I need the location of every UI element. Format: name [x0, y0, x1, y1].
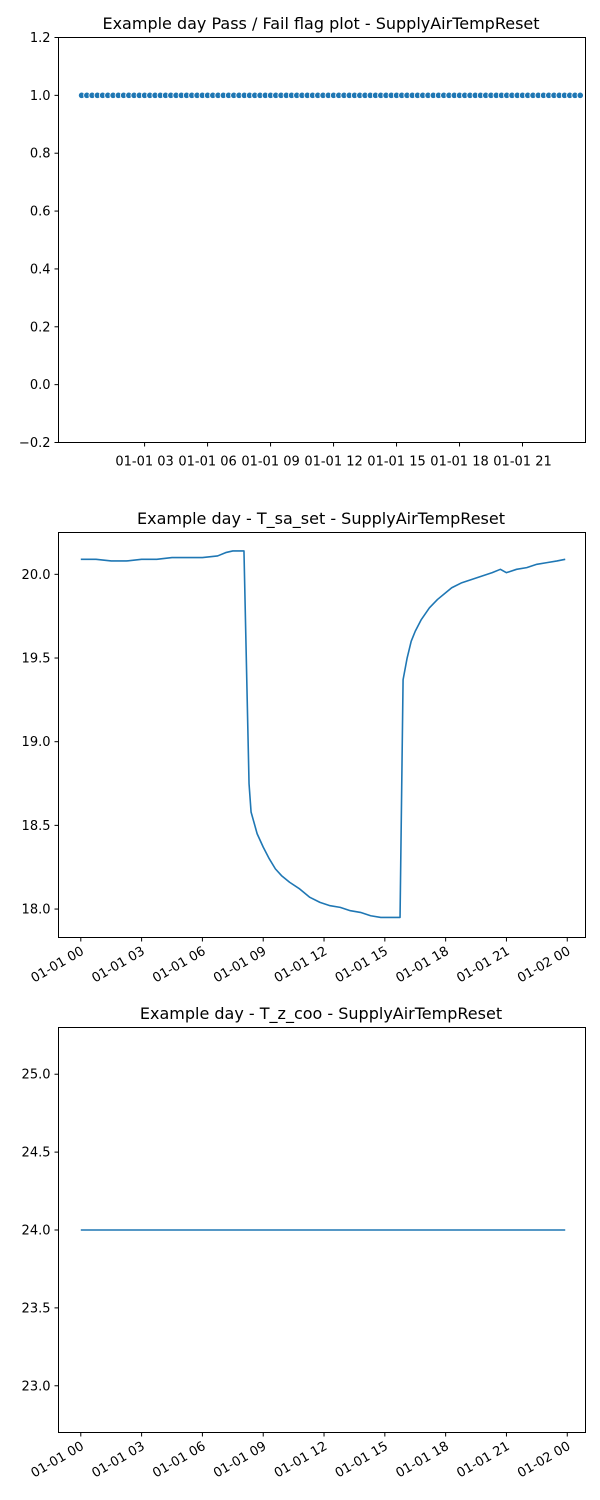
y-tick-label: 18.0 [22, 903, 51, 918]
x-tick-label: 01-01 00 [29, 944, 87, 986]
y-tick-label: 24.0 [22, 1224, 51, 1239]
x-tick-label: 01-01 03 [115, 455, 173, 470]
y-tick-label: 19.5 [22, 652, 51, 667]
x-tick-label: 01-01 15 [333, 944, 391, 986]
y-tick-label: 0.2 [30, 320, 51, 335]
chart-pass-fail: Example day Pass / Fail flag plot - Supp… [19, 14, 586, 470]
y-tick-label: 23.5 [22, 1301, 51, 1316]
x-tick-label: 01-01 15 [333, 1439, 391, 1481]
x-tick-label: 01-01 09 [241, 455, 299, 470]
x-tick-label: 01-01 21 [454, 1439, 512, 1481]
y-tick-label: 18.5 [22, 819, 51, 834]
chart-title: Example day - T_z_coo - SupplyAirTempRes… [140, 1004, 502, 1024]
x-tick-label: 01-01 21 [454, 944, 512, 986]
x-tick-label: 01-01 09 [211, 1439, 269, 1481]
x-tick-label: 01-01 18 [430, 455, 488, 470]
x-tick-label: 01-01 09 [211, 944, 269, 986]
chart-title: Example day - T_sa_set - SupplyAirTempRe… [137, 509, 505, 529]
chart-t-z-coo: Example day - T_z_coo - SupplyAirTempRes… [22, 1004, 586, 1481]
y-tick-label: 19.0 [22, 735, 51, 750]
x-tick-label: 01-01 18 [394, 1439, 452, 1481]
x-tick-label: 01-01 21 [493, 455, 551, 470]
x-tick-label: 01-01 12 [272, 944, 330, 986]
y-tick-label: 0.4 [30, 262, 51, 277]
axes-frame [58, 37, 586, 443]
series-line [80, 550, 566, 919]
chart-title: Example day Pass / Fail flag plot - Supp… [102, 14, 539, 33]
x-tick-label: 01-02 00 [515, 1439, 573, 1481]
y-tick-label: 23.0 [22, 1379, 51, 1394]
x-tick-label: 01-01 06 [150, 944, 208, 986]
data-point [576, 91, 584, 99]
y-tick-label: 0.0 [30, 378, 51, 393]
x-tick-label: 01-01 00 [29, 1439, 87, 1481]
x-tick-label: 01-01 18 [394, 944, 452, 986]
x-tick-label: 01-01 03 [89, 944, 147, 986]
y-tick-label: 0.8 [30, 147, 51, 162]
y-tick-label: 25.0 [22, 1068, 51, 1083]
x-tick-label: 01-01 12 [272, 1439, 330, 1481]
y-tick-label: −0.2 [19, 436, 51, 451]
x-tick-label: 01-01 15 [367, 455, 425, 470]
y-tick-label: 20.0 [22, 568, 51, 583]
y-tick-label: 1.0 [30, 89, 51, 104]
y-tick-label: 0.6 [30, 205, 51, 220]
x-tick-label: 01-01 12 [304, 455, 362, 470]
x-tick-label: 01-01 03 [89, 1439, 147, 1481]
axes-frame [58, 532, 586, 938]
y-tick-label: 24.5 [22, 1146, 51, 1161]
chart-t-sa-set: Example day - T_sa_set - SupplyAirTempRe… [22, 509, 586, 986]
x-tick-label: 01-02 00 [515, 944, 573, 986]
x-tick-label: 01-01 06 [150, 1439, 208, 1481]
y-tick-label: 1.2 [30, 31, 51, 46]
axes-frame [58, 1027, 586, 1433]
x-tick-label: 01-01 06 [178, 455, 236, 470]
scatter-series [77, 91, 584, 99]
